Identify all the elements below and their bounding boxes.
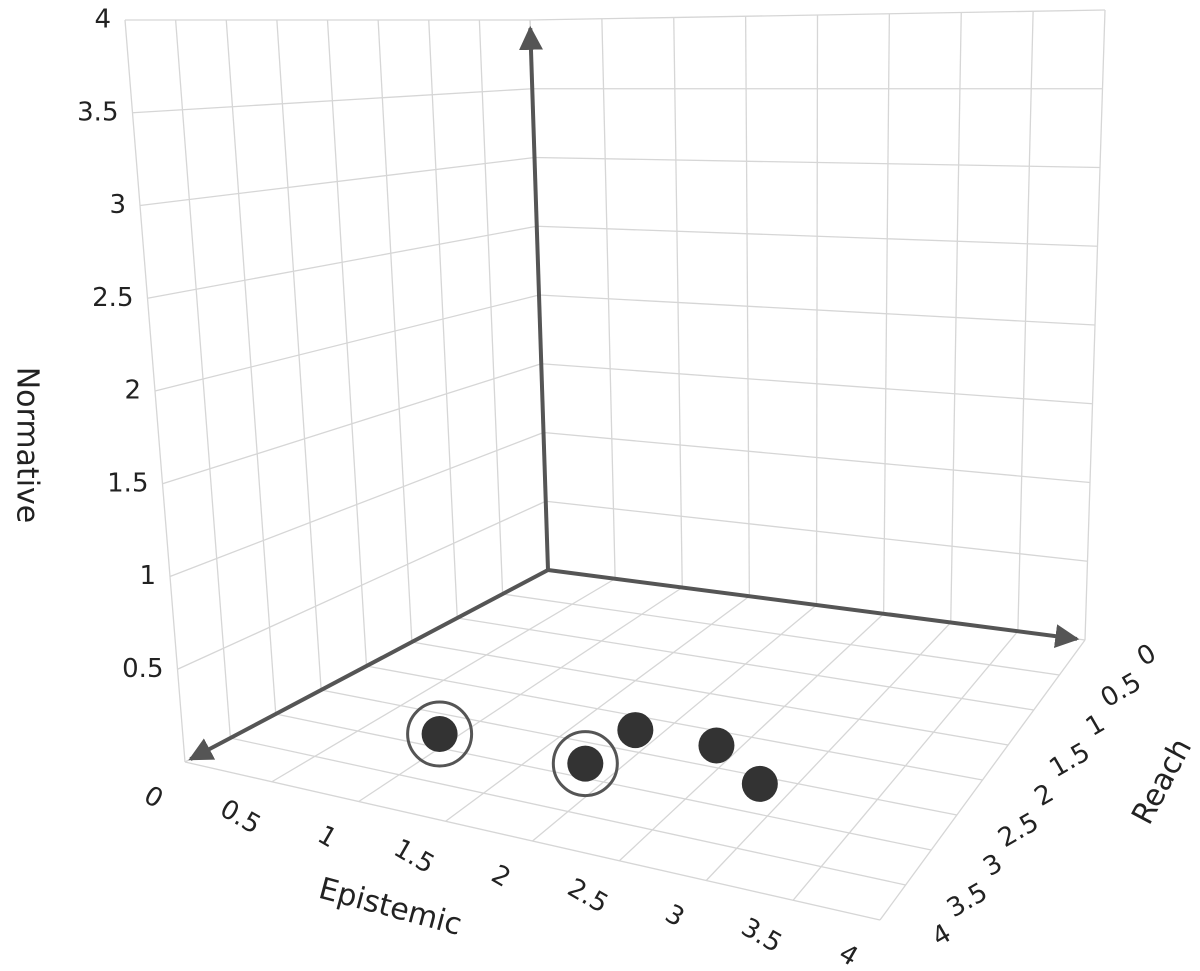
grid-line	[411, 641, 1009, 746]
z-axis-title: Normative	[10, 367, 45, 524]
x-tick-label: 2	[486, 859, 515, 893]
grid-line	[545, 500, 1088, 562]
grid-line	[502, 593, 1060, 676]
z-tick-label: 0.5	[122, 654, 163, 684]
y-tick-label: 0	[1132, 638, 1161, 672]
grid-line	[169, 431, 544, 578]
grid-line	[457, 617, 1034, 711]
x-tick-label: 0	[139, 780, 168, 814]
grid-line	[366, 665, 983, 781]
z-tick-label: 1.5	[107, 468, 148, 498]
data-point	[741, 765, 778, 802]
x-axis-title: Epistemic	[315, 871, 465, 943]
x-tick-label: 1	[312, 820, 341, 854]
x-tick-label: 2.5	[562, 873, 613, 920]
grid-line	[154, 294, 540, 392]
y-tick-label: 2	[1030, 778, 1059, 812]
axis-arrow	[188, 568, 549, 761]
y-tick-label: 3	[978, 848, 1007, 882]
highlight-ring	[551, 730, 619, 798]
x-tick-label: 1.5	[388, 833, 439, 880]
data-point	[617, 712, 654, 749]
highlight-ring	[406, 700, 474, 768]
grid-line	[543, 431, 1091, 484]
grid-line	[534, 156, 1101, 169]
grid-line	[132, 88, 533, 114]
grid-line	[529, 9, 1106, 21]
y-tick-label: 2.5	[993, 807, 1044, 854]
data-point	[698, 727, 735, 764]
z-tick-label: 2	[124, 376, 141, 406]
z-tick-label: 3	[109, 190, 126, 220]
grid-line	[177, 500, 547, 670]
axis-arrow	[518, 25, 550, 571]
grid-line	[275, 713, 932, 851]
data-point	[421, 716, 458, 753]
grid-line	[147, 225, 537, 299]
grid-line	[184, 761, 881, 921]
grid-line	[162, 363, 542, 485]
grid-line	[139, 156, 535, 207]
x-tick-label: 0.5	[215, 794, 266, 841]
data-point	[567, 745, 604, 782]
y-tick-label: 3.5	[942, 877, 993, 924]
z-tick-label: 2.5	[92, 283, 133, 313]
x-tick-label: 4	[834, 938, 863, 971]
grid-line	[536, 225, 1098, 247]
y-tick-label: 1.5	[1044, 737, 1095, 784]
z-tick-label: 3.5	[77, 97, 118, 127]
grid-line	[320, 689, 958, 816]
y-axis-title: Reach	[1125, 733, 1199, 831]
grid-line	[541, 363, 1093, 405]
z-tick-label: 1	[139, 561, 156, 591]
y-tick-label: 1	[1081, 708, 1110, 742]
grid-line	[230, 737, 906, 886]
grid-line	[538, 294, 1096, 326]
z-tick-label: 4	[94, 5, 111, 35]
x-tick-label: 3	[660, 899, 689, 933]
y-tick-label: 4	[927, 918, 956, 952]
x-tick-label: 3.5	[736, 912, 787, 959]
y-tick-label: 0.5	[1096, 667, 1147, 714]
axis-arrow	[547, 568, 1080, 649]
